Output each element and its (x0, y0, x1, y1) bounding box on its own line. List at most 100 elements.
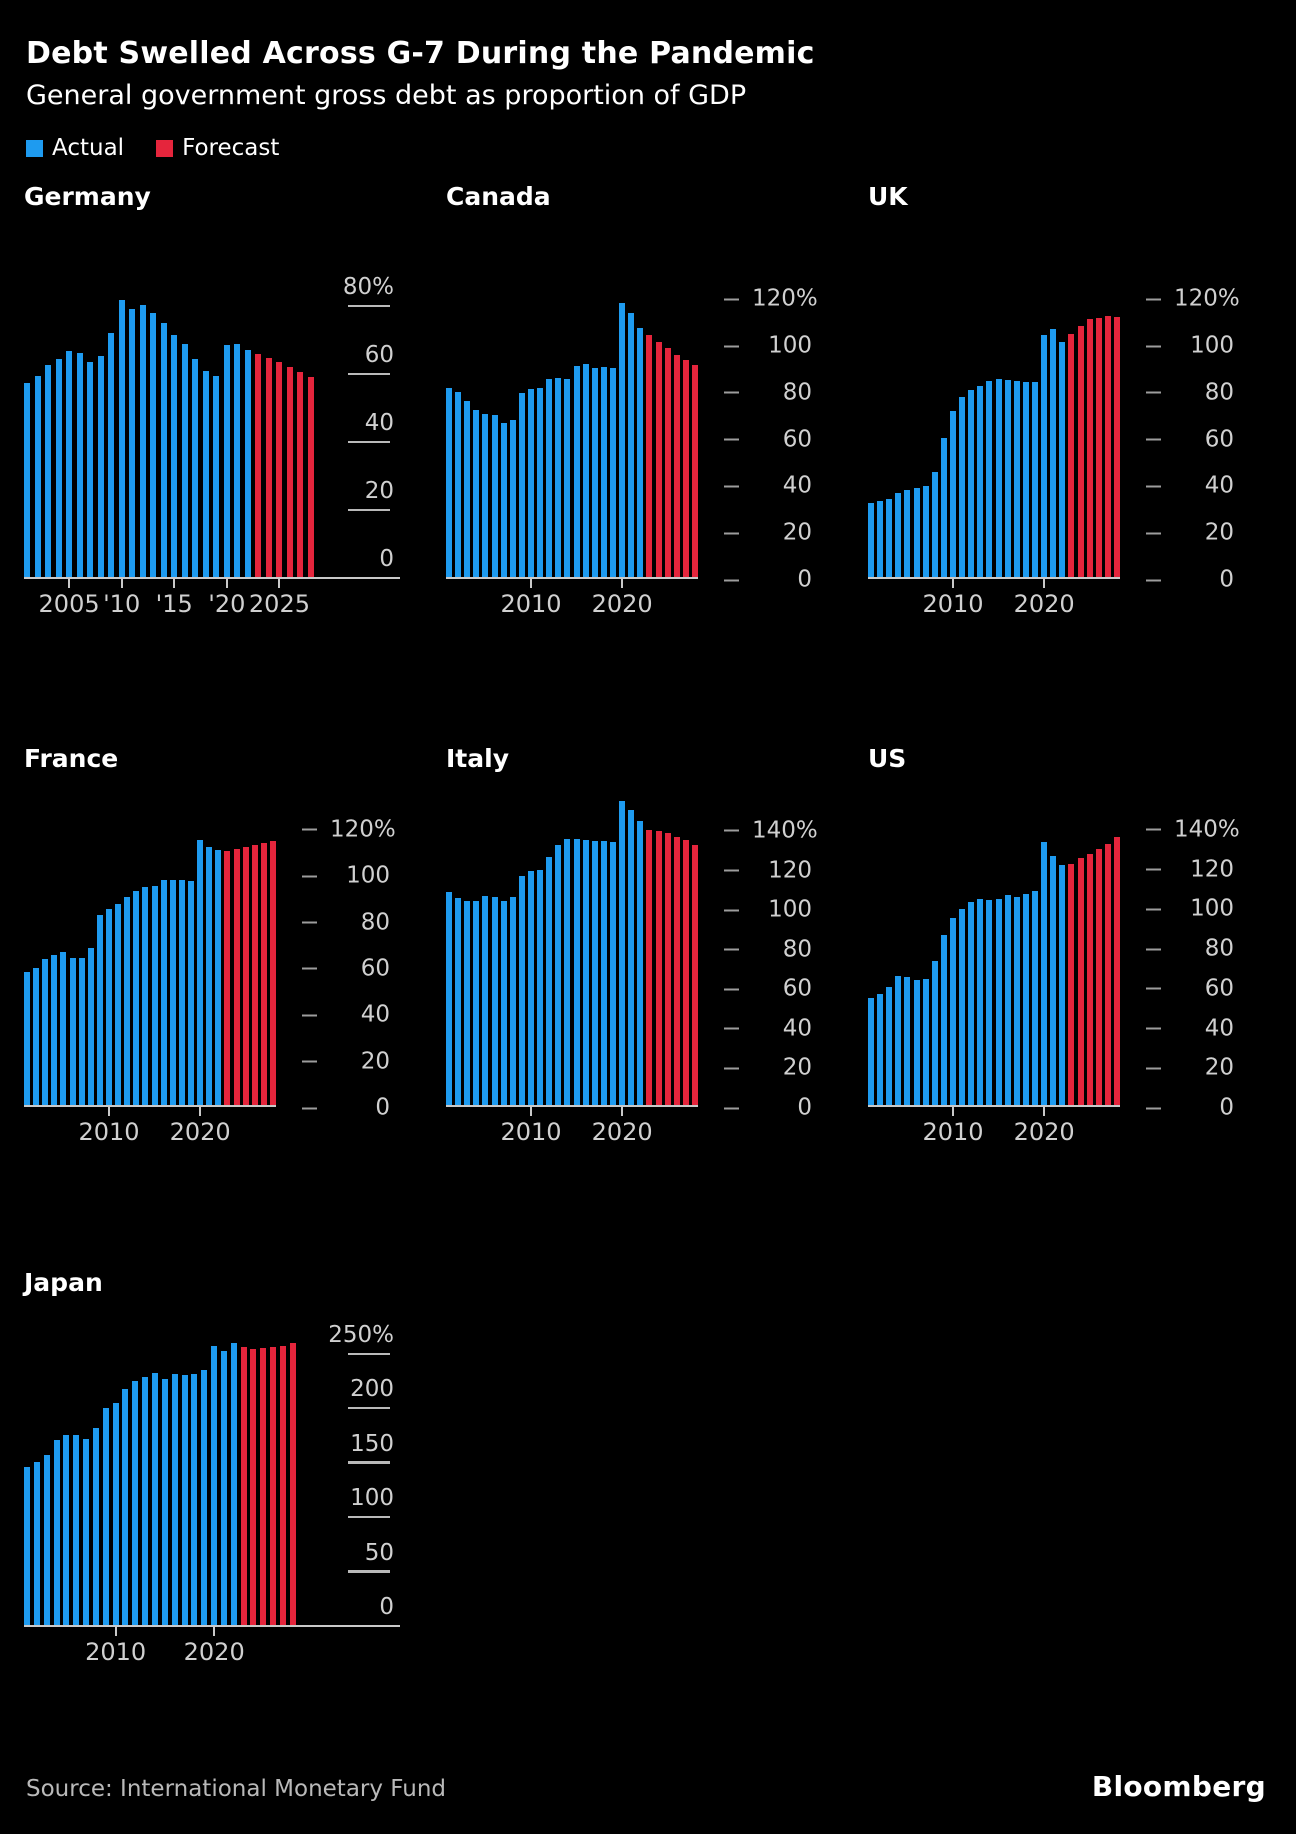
bar (949, 917, 956, 1107)
bar (129, 309, 136, 579)
bar (33, 1461, 40, 1627)
bar (150, 313, 157, 579)
bar (230, 1342, 237, 1627)
tick-dash-icon (302, 1014, 317, 1017)
bar-plot-uk (868, 298, 1120, 579)
y-tick-label: 60 (782, 975, 812, 1002)
bar (139, 304, 146, 579)
x-tick (278, 579, 281, 588)
bar (1095, 317, 1102, 579)
bar (202, 370, 209, 579)
bar (509, 419, 516, 579)
bar (1050, 856, 1057, 1107)
tick-dash-icon (348, 1570, 390, 1573)
y-axis-japan: 250% 200 150 100 50 0 (296, 1324, 400, 1627)
tick-dash-icon (1146, 868, 1161, 871)
bar (1022, 381, 1029, 579)
bar (102, 1408, 109, 1627)
bar (24, 972, 30, 1107)
y-tick: 40 (1146, 474, 1234, 498)
tick-dash-icon (724, 948, 739, 951)
bar (279, 1346, 286, 1627)
y-tick-label: 60 (360, 955, 390, 982)
bar (931, 960, 938, 1107)
y-tick-label: 120% (1174, 285, 1240, 312)
tick-dash-icon (724, 485, 739, 488)
x-tick (952, 579, 954, 588)
chart-plot-area-france: 120% 100 80 60 40 20 0 (24, 797, 400, 1119)
chart-plot-area-germany: 80% 60 40 20 0 (24, 276, 400, 579)
y-tick-label: 80% (342, 274, 394, 300)
x-tick (952, 1107, 954, 1116)
bar (1086, 319, 1093, 579)
y-tick: 60 (1146, 977, 1234, 1000)
tick-dash-icon (1146, 485, 1161, 488)
tick-dash-icon (1146, 1107, 1161, 1109)
chart-italy: Italy 140% 120 100 80 60 40 20 0 2010 2020 (446, 743, 822, 1153)
chart-title-uk: UK (868, 182, 908, 211)
y-tick-label: 100 (350, 1485, 394, 1512)
bar (255, 353, 262, 579)
bar (1113, 316, 1120, 579)
bar (24, 382, 30, 579)
bar (244, 349, 251, 579)
bar (78, 958, 85, 1107)
x-tick (199, 1107, 202, 1116)
bar (527, 388, 534, 579)
bar (181, 344, 188, 579)
bar (66, 351, 73, 579)
tick-dash-icon (724, 988, 739, 991)
legend: Actual Forecast (26, 135, 1270, 161)
tick-dash-icon (302, 967, 317, 970)
y-tick-label: 80 (1204, 379, 1234, 406)
bar (573, 365, 580, 579)
bar (33, 968, 40, 1107)
bar (609, 841, 616, 1107)
tick-dash-icon (1146, 345, 1161, 347)
y-tick: 120 (1146, 858, 1234, 881)
bar (600, 366, 607, 579)
x-tick-label: 2020 (1013, 590, 1075, 618)
bar (276, 361, 283, 579)
bar (500, 901, 507, 1107)
y-tick-label: 60 (1204, 426, 1234, 453)
chart-plot-area-uk: 120% 100 80 60 40 20 0 (868, 287, 1244, 591)
tick-dash-icon (724, 438, 739, 441)
tick-dash-icon (302, 921, 317, 924)
y-tick-label: 0 (379, 1594, 394, 1620)
y-tick-label: 0 (797, 1094, 812, 1121)
bar (473, 901, 480, 1107)
y-tick-label: 20 (364, 478, 394, 504)
y-tick-label: 100 (1190, 895, 1234, 922)
bar (1013, 896, 1020, 1107)
bar (51, 954, 58, 1107)
tick-dash-icon (348, 1406, 390, 1410)
bar (464, 400, 471, 579)
footer: Source: International Monetary Fund Bloo… (26, 1770, 1266, 1803)
tick-dash-icon (724, 869, 739, 872)
y-tick-label: 20 (360, 1048, 390, 1075)
x-axis-line (446, 1105, 698, 1107)
bar (1004, 379, 1011, 579)
chart-plot-area-japan: 250% 200 150 100 50 0 (24, 1324, 400, 1627)
bar (42, 958, 49, 1107)
bar (628, 313, 635, 579)
chart-plot-area-us: 140% 120 100 80 60 40 20 0 (868, 797, 1244, 1119)
x-tick-label: 2020 (183, 1638, 245, 1666)
bar (518, 876, 525, 1107)
chart-title-canada: Canada (446, 182, 551, 211)
y-tick: 0 (302, 1096, 390, 1120)
bar (968, 389, 975, 579)
bar (682, 360, 689, 579)
bar (591, 368, 598, 579)
x-tick-label: 2010 (500, 590, 562, 618)
chart-germany: Germany 80% 60 40 20 0 2005'10 '15 '20 2025 (24, 181, 400, 625)
x-axis-canada: 2010 2020 (446, 579, 738, 625)
x-axis-italy: 2010 2020 (446, 1107, 738, 1153)
actual-swatch-icon (26, 139, 43, 157)
bar (206, 847, 213, 1107)
bar (223, 345, 230, 579)
bar (63, 1434, 70, 1627)
bar (1004, 894, 1011, 1107)
bar (76, 353, 83, 579)
